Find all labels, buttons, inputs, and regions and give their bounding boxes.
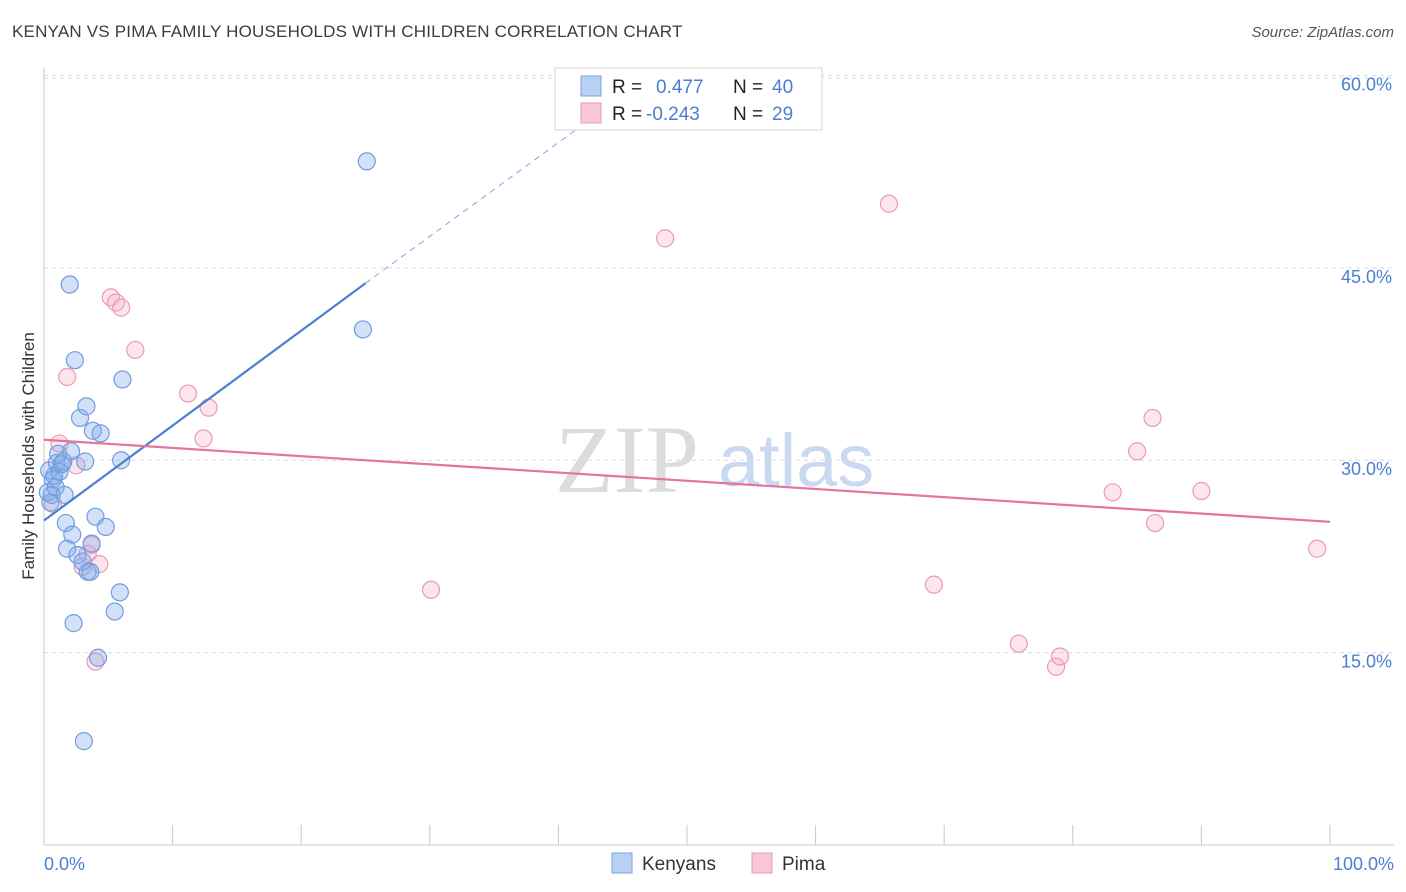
pima-point: [106, 293, 126, 312]
y-axis-tick-labels: 15.0% 30.0% 45.0% 60.0%: [1341, 74, 1392, 671]
y-axis-title: Family Households with Children: [19, 332, 38, 580]
series-legend: Kenyans Pima: [611, 852, 826, 875]
kenyans-point: [60, 275, 79, 294]
pima-n-label: N =: [733, 104, 763, 125]
kenyans-r-label: R =: [612, 77, 642, 98]
kenyans-point: [357, 152, 376, 171]
kenyans-point: [113, 370, 132, 389]
pima-point: [58, 367, 77, 386]
kenyans-trend-line: [43, 282, 367, 522]
x-tick-label-min: 0.0%: [44, 854, 85, 874]
pima-point: [879, 194, 899, 213]
y-tick-label: 60.0%: [1341, 74, 1392, 94]
pima-point: [1127, 442, 1147, 461]
pima-r-label: R =: [612, 104, 642, 125]
pima-point: [1009, 634, 1028, 653]
kenyans-point: [105, 602, 124, 621]
watermark-zip: ZIP: [555, 406, 699, 513]
series-legend-pima-swatch: [751, 852, 773, 874]
pima-point: [1146, 513, 1165, 533]
kenyans-point: [81, 562, 100, 581]
pima-point: [421, 580, 441, 599]
kenyans-point: [73, 552, 92, 571]
kenyans-trend-extension: [365, 118, 591, 284]
pima-point: [1046, 657, 1066, 676]
pima-point: [1192, 481, 1211, 501]
kenyans-point: [56, 513, 75, 533]
kenyans-point: [65, 351, 84, 370]
kenyans-point: [61, 442, 81, 461]
trend-lines: [43, 118, 1331, 523]
x-axis-ticks: [43, 825, 1331, 845]
pima-point: [112, 298, 131, 317]
y-tick-label: 30.0%: [1341, 459, 1392, 479]
kenyans-points: [38, 152, 376, 751]
kenyans-point: [54, 452, 73, 471]
kenyans-point: [353, 320, 373, 339]
stats-legend-pima-swatch: [580, 102, 602, 124]
pima-point: [924, 575, 944, 594]
y-tick-label: 15.0%: [1341, 652, 1392, 672]
kenyans-point: [76, 452, 95, 471]
pima-trend-line: [43, 438, 1331, 523]
chart-title: KENYAN VS PIMA FAMILY HOUSEHOLDS WITH CH…: [12, 22, 683, 41]
kenyans-r-value: 0.477: [656, 77, 704, 98]
pima-point: [178, 384, 198, 403]
kenyans-point: [70, 408, 90, 428]
pima-point: [199, 398, 218, 417]
stats-legend-kenyans-swatch: [580, 75, 602, 97]
stats-legend: R = 0.477 N = 40 R = -0.243 N = 29: [554, 67, 823, 131]
kenyans-point: [96, 517, 115, 537]
kenyans-point: [63, 525, 82, 544]
kenyans-point: [110, 583, 129, 602]
pima-point: [656, 229, 675, 248]
kenyans-point: [77, 397, 96, 416]
kenyans-point: [55, 485, 74, 504]
series-legend-kenyans-label: Kenyans: [642, 854, 716, 875]
pima-point: [1050, 647, 1070, 666]
pima-point: [1103, 483, 1122, 502]
kenyans-point: [82, 534, 101, 553]
kenyans-point: [112, 451, 131, 470]
kenyans-n-value: 40: [772, 77, 793, 98]
series-legend-kenyans-swatch: [611, 852, 633, 874]
kenyans-point: [74, 732, 93, 751]
pima-point: [1308, 539, 1327, 558]
pima-r-value: -0.243: [646, 104, 700, 125]
pima-n-value: 29: [772, 104, 793, 125]
kenyans-point: [91, 424, 110, 443]
gridlines: [44, 74, 1394, 654]
kenyans-n-label: N =: [733, 77, 763, 98]
source-label: Source: ZipAtlas.com: [1251, 24, 1394, 41]
pima-point: [126, 340, 145, 360]
x-tick-label-max: 100.0%: [1333, 854, 1394, 874]
y-tick-label: 45.0%: [1341, 267, 1392, 287]
kenyans-point: [88, 648, 108, 667]
kenyans-point: [64, 614, 83, 633]
pima-point: [1143, 408, 1162, 428]
series-legend-pima-label: Pima: [782, 854, 826, 875]
kenyans-point: [58, 539, 77, 558]
pima-point: [194, 429, 213, 448]
